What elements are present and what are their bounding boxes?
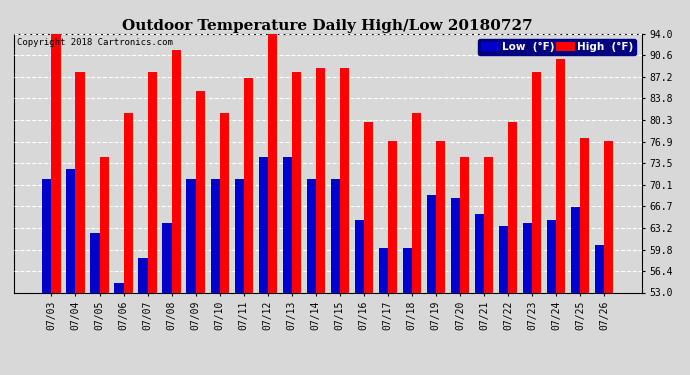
Bar — [580, 138, 589, 292]
Bar — [219, 112, 229, 292]
Bar — [412, 112, 421, 292]
Bar — [268, 31, 277, 292]
Bar — [451, 198, 460, 292]
Bar — [172, 50, 181, 292]
Bar — [475, 214, 484, 292]
Bar — [99, 157, 108, 292]
Bar — [364, 122, 373, 292]
Bar — [235, 179, 244, 292]
Bar — [379, 248, 388, 292]
Bar — [403, 248, 412, 292]
Bar — [306, 179, 316, 292]
Bar — [124, 112, 132, 292]
Legend: Low  (°F), High  (°F): Low (°F), High (°F) — [477, 39, 636, 56]
Bar — [316, 69, 325, 292]
Bar — [162, 223, 172, 292]
Bar — [52, 34, 61, 292]
Title: Outdoor Temperature Daily High/Low 20180727: Outdoor Temperature Daily High/Low 20180… — [122, 19, 533, 33]
Bar — [499, 226, 508, 292]
Bar — [460, 157, 469, 292]
Bar — [292, 72, 301, 292]
Bar — [75, 72, 85, 292]
Bar — [388, 141, 397, 292]
Bar — [426, 195, 436, 292]
Bar — [90, 232, 99, 292]
Bar — [331, 179, 339, 292]
Bar — [283, 157, 292, 292]
Bar — [339, 69, 349, 292]
Bar — [244, 78, 253, 292]
Bar — [508, 122, 517, 292]
Bar — [355, 220, 364, 292]
Bar — [484, 157, 493, 292]
Bar — [532, 72, 541, 292]
Bar — [210, 179, 219, 292]
Bar — [115, 283, 124, 292]
Bar — [139, 258, 148, 292]
Bar — [196, 90, 205, 292]
Bar — [556, 59, 565, 292]
Bar — [604, 141, 613, 292]
Bar — [436, 141, 445, 292]
Bar — [66, 170, 75, 292]
Bar — [42, 179, 52, 292]
Bar — [148, 72, 157, 292]
Bar — [547, 220, 556, 292]
Bar — [186, 179, 196, 292]
Text: Copyright 2018 Cartronics.com: Copyright 2018 Cartronics.com — [17, 38, 172, 46]
Bar — [523, 223, 532, 292]
Bar — [595, 245, 604, 292]
Bar — [571, 207, 580, 292]
Bar — [259, 157, 268, 292]
